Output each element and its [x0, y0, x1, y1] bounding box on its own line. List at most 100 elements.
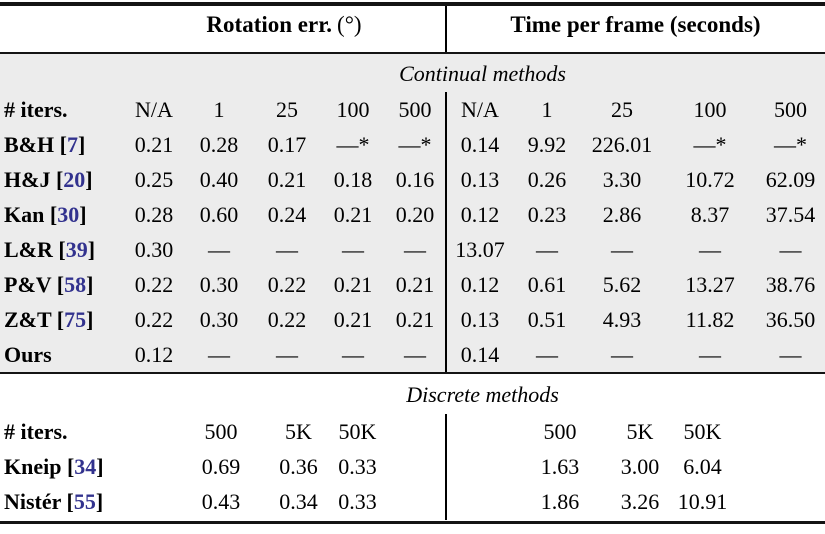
- col-header: N/A: [461, 97, 499, 122]
- value-cell: 1.63: [540, 454, 580, 479]
- value-cell: 36.50: [765, 307, 816, 332]
- iters-header-row: # iters. N/A 1 25 100 500 N/A 1 25 100 5…: [0, 92, 825, 127]
- value-cell: 0.21: [395, 272, 435, 297]
- value-cell: 0.30: [199, 272, 239, 297]
- value-cell: —*: [774, 132, 808, 157]
- col-header: 500: [398, 97, 432, 122]
- col-header: 25: [611, 97, 633, 122]
- spacer-cell: [390, 449, 446, 484]
- value-cell: 5.62: [602, 272, 642, 297]
- rotation-error-title: Rotation err.: [206, 12, 333, 37]
- value-cell: 6.04: [683, 454, 722, 479]
- value-cell: 0.36: [279, 454, 318, 479]
- value-cell: —: [342, 342, 364, 367]
- method-label: Kneip [34]: [4, 454, 104, 479]
- value-cell: 0.61: [527, 272, 567, 297]
- citation-link[interactable]: 55: [73, 489, 96, 514]
- col-header: 50K: [683, 419, 722, 444]
- value-cell: 4.93: [602, 307, 642, 332]
- spacer-cell: [446, 414, 505, 449]
- col-header: 100: [336, 97, 370, 122]
- table-row: P&V [58] 0.22 0.30 0.22 0.21 0.21 0.12 0.61 5.62…: [0, 267, 825, 302]
- continual-methods-table: Continual methods # iters. N/A 1 25 100 …: [0, 56, 825, 372]
- value-cell: 0.22: [267, 272, 307, 297]
- value-cell: 1.86: [540, 489, 580, 514]
- value-cell: 0.21: [395, 307, 435, 332]
- continual-column-divider: [445, 92, 447, 372]
- value-cell: 0.16: [395, 167, 435, 192]
- mid-rule: [0, 372, 825, 374]
- bottom-rule: [0, 521, 825, 524]
- value-cell: 0.13: [460, 307, 500, 332]
- value-cell: 0.21: [333, 307, 373, 332]
- method-label: Kan [30]: [4, 202, 87, 227]
- col-header: 50K: [338, 419, 377, 444]
- value-cell: —: [276, 342, 298, 367]
- citation-link[interactable]: 7: [66, 132, 78, 157]
- value-cell: 8.37: [690, 202, 730, 227]
- value-cell: 0.22: [134, 307, 174, 332]
- value-cell: 38.76: [765, 272, 816, 297]
- table-row: B&H [7] 0.21 0.28 0.17 —* —* 0.14 9.92 226.01 —* —…: [0, 127, 825, 162]
- discrete-column-divider: [445, 414, 447, 520]
- value-cell: 0.12: [460, 272, 500, 297]
- citation-link[interactable]: 58: [64, 272, 87, 297]
- value-cell: —: [536, 237, 558, 262]
- value-cell: 62.09: [765, 167, 816, 192]
- iters-label: # iters.: [4, 419, 68, 444]
- spacer-cell: [740, 449, 825, 484]
- top-rule: [0, 2, 825, 6]
- citation-link[interactable]: 34: [74, 454, 97, 479]
- value-cell: —*: [693, 132, 727, 157]
- value-cell: 0.34: [279, 489, 318, 514]
- value-cell: 11.82: [685, 307, 735, 332]
- header-rule: [0, 52, 825, 54]
- col-header: 1: [213, 97, 225, 122]
- table-row: L&R [39] 0.30 — — — — 13.07 — — — —: [0, 232, 825, 267]
- value-cell: —: [611, 237, 633, 262]
- value-cell: —: [699, 237, 721, 262]
- value-cell: 3.00: [620, 454, 660, 479]
- value-cell: —: [208, 342, 230, 367]
- citation-link[interactable]: 20: [63, 167, 86, 192]
- value-cell: 9.92: [527, 132, 567, 157]
- value-cell: 0.13: [460, 167, 500, 192]
- value-cell: —: [208, 237, 230, 262]
- value-cell: 0.33: [338, 489, 377, 514]
- value-cell: 0.69: [201, 454, 241, 479]
- col-header: 500: [774, 97, 808, 122]
- rotation-error-header: Rotation err. (°): [122, 12, 446, 38]
- header-column-divider: [445, 6, 447, 52]
- value-cell: —: [536, 342, 558, 367]
- value-cell: 0.21: [333, 202, 373, 227]
- rotation-error-unit: (°): [337, 12, 362, 37]
- value-cell: —: [342, 237, 364, 262]
- value-cell: 0.60: [199, 202, 239, 227]
- citation-link[interactable]: 39: [65, 237, 88, 262]
- citation-link[interactable]: 30: [57, 202, 80, 227]
- value-cell: 0.21: [333, 272, 373, 297]
- spacer-cell: [740, 414, 825, 449]
- value-cell: 3.30: [602, 167, 642, 192]
- value-cell: —: [779, 237, 802, 262]
- value-cell: —: [699, 342, 721, 367]
- col-header: N/A: [135, 97, 173, 122]
- section-label-discrete: Discrete methods: [406, 382, 559, 407]
- spacer-cell: [390, 414, 446, 449]
- value-cell: 13.07: [455, 237, 505, 262]
- value-cell: —: [276, 237, 298, 262]
- value-cell: 0.33: [338, 454, 377, 479]
- value-cell: 0.30: [134, 237, 174, 262]
- value-cell: 0.12: [134, 342, 174, 367]
- citation-link[interactable]: 75: [64, 307, 87, 332]
- value-cell: —: [611, 342, 633, 367]
- value-cell: 10.91: [677, 489, 728, 514]
- table-row: Kan [30] 0.28 0.60 0.24 0.21 0.20 0.12 0.23 2.86…: [0, 197, 825, 232]
- value-cell: 0.17: [267, 132, 307, 157]
- value-cell: 0.12: [460, 202, 500, 227]
- col-header: 5K: [285, 419, 312, 444]
- value-cell: 0.22: [267, 307, 307, 332]
- col-header: 25: [276, 97, 298, 122]
- value-cell: 0.14: [460, 342, 500, 367]
